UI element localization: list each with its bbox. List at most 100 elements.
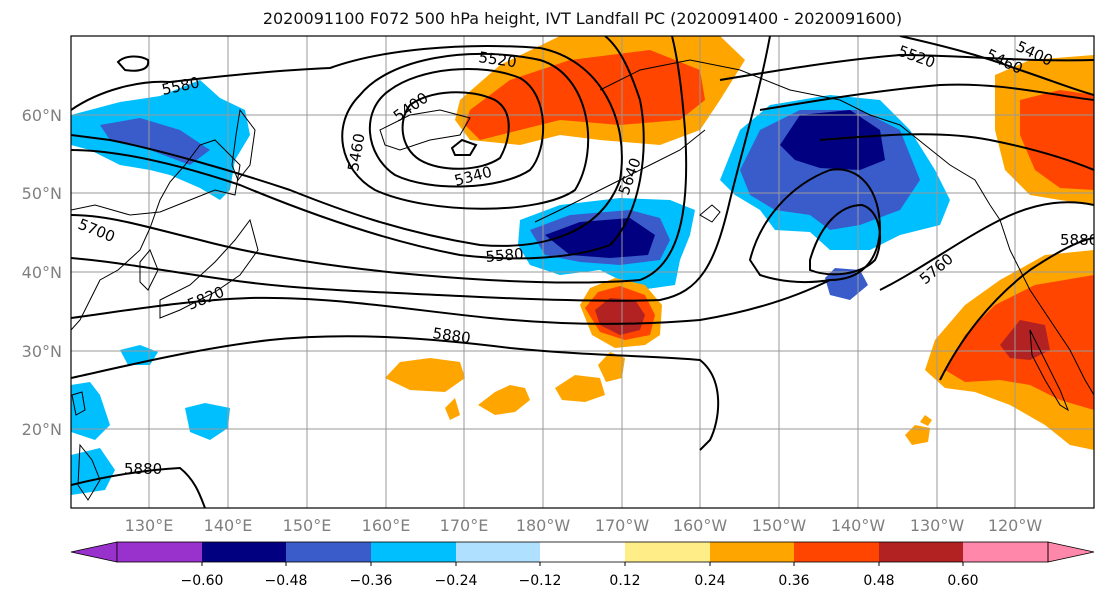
- colorbar-tick-label: −0.24: [435, 573, 478, 589]
- contour-5820: [71, 279, 831, 325]
- colorbar-tick-label: 0.12: [609, 573, 640, 589]
- colorbar-tick-label: −0.36: [350, 573, 393, 589]
- shade-orange-blob1: [385, 358, 465, 392]
- contour-5640: [71, 36, 645, 260]
- lon-label: 160°W: [673, 516, 728, 535]
- colorbar-tick-label: −0.60: [181, 573, 224, 589]
- lon-label: 130°W: [910, 516, 965, 535]
- colorbar-ticks: [201, 562, 964, 566]
- shade-orange-blob2: [445, 398, 460, 420]
- shade-orange-blob5: [598, 352, 625, 382]
- shade-orange-blob3: [478, 385, 530, 415]
- map-plot-area: 5520 5400 5460 5580 5340 5640 5520 5460 …: [71, 36, 1098, 508]
- lon-label: 170°E: [440, 516, 489, 535]
- colorbar-segment: [625, 542, 710, 562]
- colorbar-tick-label: 0.24: [694, 573, 725, 589]
- colorbar-segment: [202, 542, 286, 562]
- lon-label: 140°E: [204, 516, 253, 535]
- colorbar-segment: [117, 542, 202, 562]
- shade-blue-small-gulf: [825, 268, 868, 300]
- contour-5880-e: [939, 237, 1094, 381]
- contour-5400: [401, 91, 510, 170]
- contour-small1: [116, 55, 150, 72]
- shade-navy-gulf: [780, 110, 885, 170]
- coast-asia: [71, 139, 241, 331]
- contour-5580-w: [71, 45, 623, 247]
- contour-5880: [71, 335, 720, 451]
- contour-5520: [341, 52, 590, 210]
- height-contours: [71, 36, 1094, 508]
- contour-ne1: [719, 53, 1094, 81]
- lon-axis: 130°E 140°E 150°E 160°E 170°E 180°W 170°…: [125, 516, 1043, 535]
- contour-label: 5520: [477, 48, 517, 71]
- contour-label: 5760: [916, 250, 957, 288]
- colorbar: −0.60 −0.48 −0.36 −0.24 −0.12 0.12 0.24 …: [70, 541, 1095, 589]
- shade-orange-blob6: [905, 425, 930, 445]
- colorbar-tick-label: 0.60: [947, 573, 978, 589]
- coast-philippines: [77, 443, 101, 501]
- shade-red-bering: [465, 50, 705, 140]
- shade-blue-sw1: [71, 382, 110, 440]
- colorbar-tick-label: 0.48: [863, 573, 894, 589]
- contour-5760-e: [879, 201, 1094, 291]
- colorbar-segment: [710, 542, 794, 562]
- map-title: 2020091100 F072 500 hPa height, IVT Land…: [262, 9, 903, 28]
- colorbar-upper-extend: [1047, 541, 1095, 563]
- colorbar-segment: [286, 542, 371, 562]
- coast-korea: [139, 249, 159, 291]
- shade-orange-blob7: [920, 415, 932, 426]
- colorbar-segment: [879, 542, 963, 562]
- contour-5460: [368, 68, 545, 188]
- lat-label: 60°N: [22, 106, 62, 125]
- colorbar-segment: [540, 542, 625, 562]
- contour-label: 5460: [344, 132, 368, 173]
- colorbar-outline: [116, 541, 1049, 563]
- colorbar-tick-label: 0.36: [778, 573, 809, 589]
- colorbar-tick-label: −0.12: [519, 573, 562, 589]
- contour-ne3: [819, 133, 1094, 171]
- contour-gulf-low2: [809, 203, 882, 276]
- lon-label: 150°E: [283, 516, 332, 535]
- lon-label: 140°W: [831, 516, 886, 535]
- contour-ne2: [759, 83, 1094, 111]
- graticule: [71, 36, 1094, 508]
- coast-kamchatka: [231, 108, 256, 181]
- contour-label: 5880: [124, 460, 162, 478]
- colorbar-segment: [963, 542, 1048, 562]
- lon-label: 180°W: [516, 516, 571, 535]
- shade-blue-sw3: [71, 448, 115, 495]
- colorbar-tick-label: −0.48: [265, 573, 308, 589]
- lon-label: 130°E: [125, 516, 174, 535]
- lat-label: 20°N: [22, 420, 62, 439]
- contour-label: 5820: [185, 283, 227, 314]
- contour-5700: [71, 36, 688, 284]
- colorbar-segment: [794, 542, 879, 562]
- shade-orange-blob4: [555, 375, 605, 402]
- shade-darkred-central: [595, 298, 645, 335]
- lat-label: 30°N: [22, 342, 62, 361]
- map-frame: [70, 35, 1095, 509]
- shade-navy-central: [545, 218, 655, 258]
- contour-label: 5880: [431, 324, 471, 347]
- shade-blue-sw2: [185, 403, 230, 440]
- coast-baja: [1029, 329, 1070, 412]
- lat-label: 40°N: [22, 263, 62, 282]
- lon-label: 150°W: [752, 516, 807, 535]
- coast-japan: [159, 218, 259, 319]
- contour-5340: [450, 138, 478, 156]
- contour-gulf-low: [748, 168, 882, 284]
- shade-darkred-sw: [1000, 320, 1050, 360]
- contour-ne4: [899, 36, 1094, 96]
- contour-label: 5580: [485, 245, 525, 266]
- coast-na-west: [989, 204, 1094, 396]
- lon-label: 160°E: [362, 516, 411, 535]
- lon-label: 170°W: [595, 516, 650, 535]
- contour-label: 5520: [896, 42, 938, 72]
- coast-taiwan: [71, 391, 86, 416]
- contour-label: 5400: [390, 89, 432, 126]
- coast-chukotka: [379, 109, 471, 151]
- contour-5760: [71, 36, 771, 302]
- lat-label: 50°N: [22, 184, 62, 203]
- contour-label: 5880: [1060, 231, 1098, 249]
